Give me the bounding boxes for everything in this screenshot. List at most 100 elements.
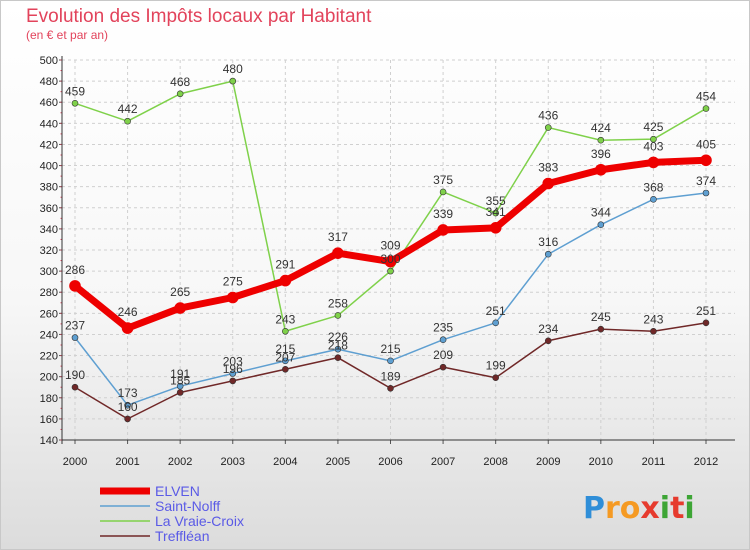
data-label: 245 (591, 310, 611, 324)
data-label: 275 (223, 275, 243, 289)
data-point (647, 156, 660, 169)
data-point (387, 384, 394, 392)
data-point (439, 188, 447, 196)
data-label: 209 (433, 348, 453, 362)
data-label: 355 (486, 194, 506, 208)
data-label: 341 (486, 205, 506, 219)
data-label: 291 (275, 258, 295, 272)
y-tick-label: 320 (40, 245, 58, 257)
data-label: 218 (328, 339, 348, 353)
y-tick-label: 280 (40, 287, 58, 299)
data-point (387, 267, 394, 275)
data-label: 344 (591, 206, 611, 220)
data-label: 403 (643, 139, 663, 153)
data-point (121, 322, 134, 334)
data-label: 190 (65, 368, 85, 382)
data-label: 199 (486, 359, 506, 373)
x-tick-label: 2000 (63, 456, 87, 468)
data-point (124, 117, 131, 125)
data-label: 251 (486, 304, 506, 318)
data-label: 191 (170, 367, 190, 381)
data-label: 258 (328, 296, 348, 310)
data-label: 480 (223, 62, 243, 76)
logo-letter: i (660, 491, 670, 526)
data-label: 215 (380, 342, 400, 356)
data-point (489, 222, 502, 234)
data-point (176, 90, 184, 98)
x-tick-label: 2010 (589, 456, 613, 468)
y-tick-label: 140 (40, 435, 58, 447)
data-point (650, 327, 657, 335)
data-point (176, 382, 184, 390)
data-point (544, 250, 552, 258)
data-label: 374 (696, 174, 716, 188)
legend-label: Saint-Nolff (155, 498, 220, 514)
logo-letter: o (620, 491, 641, 526)
data-point (279, 274, 292, 287)
x-tick-label: 2008 (483, 456, 507, 468)
data-label: 246 (118, 305, 138, 319)
data-point (229, 377, 237, 385)
y-tick-label: 300 (40, 266, 58, 278)
legend-label: Treffléan (155, 528, 209, 544)
data-label: 424 (591, 121, 611, 135)
data-point (334, 354, 342, 361)
data-point (387, 357, 394, 365)
data-label: 468 (170, 75, 190, 89)
data-point (229, 77, 237, 85)
series-group (69, 77, 712, 423)
data-point (71, 383, 79, 391)
data-label: 226 (328, 330, 348, 344)
data-label: 459 (65, 84, 85, 98)
data-label: 436 (538, 109, 558, 123)
logo-letter: i (684, 491, 694, 526)
data-point (492, 319, 499, 327)
data-point (702, 319, 710, 327)
data-label: 286 (65, 263, 85, 277)
y-tick-label: 500 (40, 55, 58, 67)
logo-letter: P (583, 491, 605, 526)
y-tick-label: 160 (40, 414, 58, 426)
x-tick-label: 2007 (431, 456, 455, 468)
y-tick-label: 260 (40, 308, 58, 320)
y-tick-label: 220 (40, 351, 58, 363)
data-label: 405 (696, 137, 716, 151)
chart-subtitle: (en € et par an) (26, 28, 108, 42)
x-tick-label: 2002 (168, 456, 192, 468)
data-point (384, 255, 397, 268)
data-label: 243 (275, 312, 295, 326)
data-point (597, 221, 605, 228)
data-point (334, 312, 342, 319)
data-point (282, 357, 289, 365)
logo-letter: t (670, 491, 684, 526)
y-tick-label: 240 (40, 329, 58, 341)
x-tick-label: 2003 (221, 456, 245, 468)
x-tick-label: 2005 (326, 456, 350, 468)
x-tick-label: 2001 (115, 456, 139, 468)
data-label: 454 (696, 90, 716, 104)
x-tick-label: 2004 (273, 456, 297, 468)
data-label: 300 (380, 252, 400, 266)
data-label: 215 (275, 342, 295, 356)
data-label: 442 (118, 102, 138, 116)
data-point (439, 363, 447, 371)
data-point (595, 163, 607, 176)
data-label: 235 (433, 321, 453, 335)
data-label: 196 (223, 362, 243, 376)
logo-letter: r (605, 491, 620, 526)
data-point (439, 336, 447, 344)
data-point (702, 189, 710, 197)
x-tick-label: 2009 (536, 456, 560, 468)
x-tick-label: 2012 (694, 456, 718, 468)
data-label: 189 (380, 369, 400, 383)
data-label: 237 (65, 319, 85, 333)
y-tick-label: 380 (40, 182, 58, 194)
data-label: 160 (118, 400, 138, 414)
y-tick-label: 200 (40, 372, 58, 384)
data-label: 185 (170, 374, 190, 388)
legend-label: La Vraie-Croix (155, 513, 244, 529)
y-tick-label: 340 (40, 224, 58, 236)
data-point (174, 302, 186, 314)
data-label: 375 (433, 173, 453, 187)
legend-label: ELVEN (155, 483, 200, 499)
